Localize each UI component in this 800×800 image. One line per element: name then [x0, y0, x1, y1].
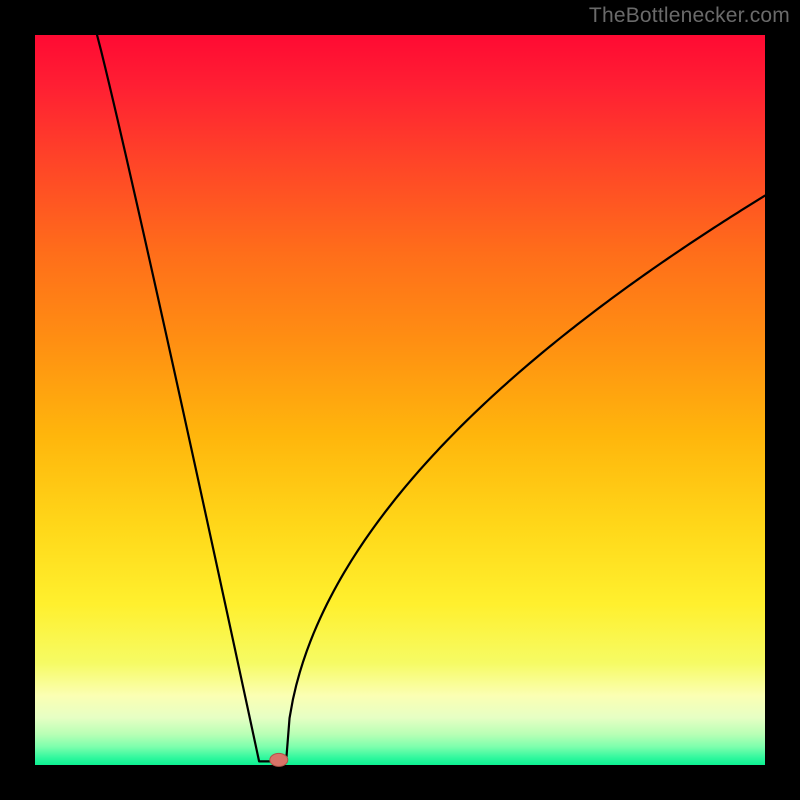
watermark-text: TheBottlenecker.com [589, 4, 790, 28]
chart-stage: TheBottlenecker.com [0, 0, 800, 800]
optimum-marker [270, 753, 288, 766]
bottleneck-chart [0, 0, 800, 800]
plot-area [35, 35, 765, 765]
